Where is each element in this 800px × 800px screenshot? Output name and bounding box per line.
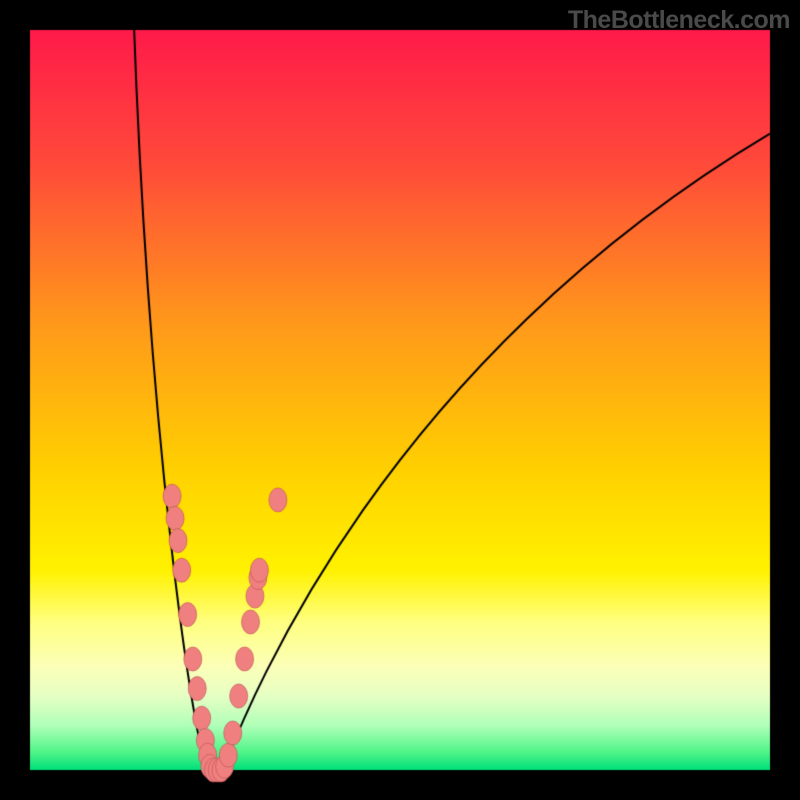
bottleneck-chart <box>0 0 800 800</box>
watermark: TheBottleneck.com <box>568 6 790 35</box>
